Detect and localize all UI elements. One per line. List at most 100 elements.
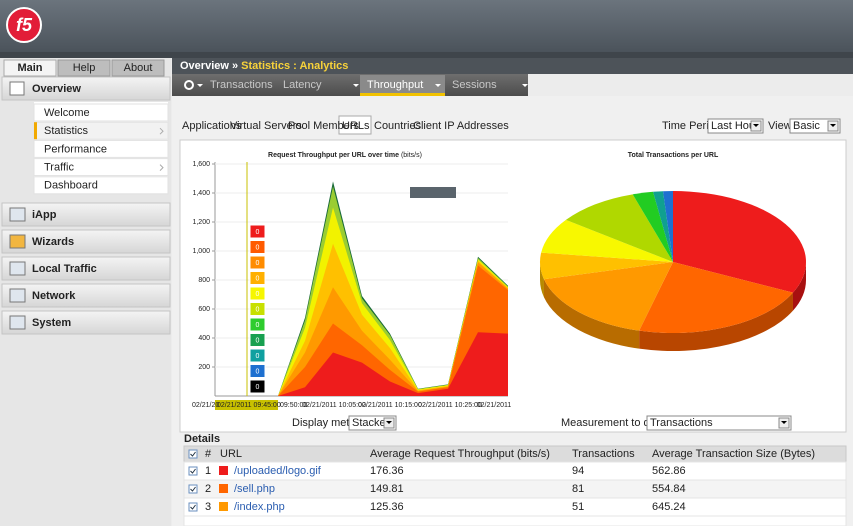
icon [9, 261, 26, 276]
logo[interactable] [6, 7, 42, 43]
y-tick-label: 1,000 [192, 248, 210, 255]
title: Request Throughput per URL over time [268, 152, 399, 159]
x-tick-label: 02/21/2011 10:05:00 [302, 402, 366, 409]
checkbox[interactable] [188, 449, 198, 459]
section[interactable] [1, 310, 171, 335]
cell: 645.24 [652, 501, 686, 513]
tab-label: Help [73, 62, 96, 74]
cell[interactable]: /index.php [234, 501, 285, 513]
y-tick-label: 1,400 [192, 190, 210, 197]
section[interactable] [1, 256, 171, 281]
x-tick-label: 09:50:00 [280, 402, 307, 409]
submenu-item[interactable] [33, 176, 169, 195]
url-swatch [219, 466, 228, 475]
submenu-item[interactable] [33, 139, 169, 158]
chevron [159, 164, 164, 171]
select[interactable] [646, 415, 792, 431]
section[interactable] [1, 202, 171, 227]
table-row [183, 515, 847, 526]
pie-title: Total Transactions per URL [628, 152, 719, 159]
submenu-item[interactable] [33, 158, 169, 177]
check [190, 451, 196, 457]
arrow [522, 84, 528, 87]
y-tick-label: 800 [198, 277, 210, 284]
crumb-sep: » [232, 60, 238, 72]
checkbox[interactable] [188, 502, 198, 512]
tooltip-value: 0 [256, 322, 260, 329]
tooltip-value: 0 [256, 275, 260, 282]
section-label: Wizards [32, 236, 74, 248]
menu-item[interactable]: Sessions [452, 79, 497, 91]
menu-item[interactable]: Transactions [210, 79, 273, 91]
submenu-label: Traffic [44, 162, 74, 174]
check [190, 468, 196, 474]
tab-help[interactable] [57, 59, 111, 77]
pie-slice[interactable] [543, 262, 673, 331]
pie-slice[interactable] [540, 252, 673, 280]
menu-item[interactable]: Latency [283, 79, 322, 91]
tooltip-swatch [249, 317, 266, 332]
cell[interactable]: /uploaded/logo.gif [234, 465, 322, 477]
pie-slice[interactable] [662, 191, 673, 262]
section[interactable] [1, 229, 171, 254]
section-label: System [32, 317, 71, 329]
tooltip-swatch [249, 333, 266, 347]
crumb: Overview [180, 60, 229, 72]
column-header: URL [220, 448, 242, 460]
select-value: Last Hour [711, 120, 759, 132]
arrow [830, 124, 836, 127]
y-tick-label: 1,200 [192, 219, 210, 226]
icon [9, 315, 26, 330]
cell: 554.84 [652, 483, 686, 495]
chart-title: Request Throughput per URL over time (bi… [268, 152, 422, 159]
tab-about[interactable] [111, 59, 165, 77]
tooltip-value: 0 [256, 368, 260, 375]
icon [9, 288, 26, 303]
arrow [386, 421, 392, 424]
tab[interactable]: Client IP Addresses [413, 120, 509, 132]
table-row [183, 479, 847, 499]
select[interactable] [707, 118, 764, 134]
y-tick-label: 1,600 [192, 161, 210, 168]
tab-label: About [124, 62, 153, 74]
overview-section[interactable] [1, 76, 171, 101]
tab[interactable]: Virtual Servers [230, 120, 302, 132]
x-tick-label: 02/21/2011 10:15:00 [358, 402, 422, 409]
cell: 81 [572, 483, 584, 495]
tooltip-swatch [249, 302, 266, 316]
tab[interactable]: Applications [182, 120, 242, 132]
tooltip-value: 0 [256, 353, 260, 360]
section-label: iApp [32, 209, 57, 221]
pie-side [639, 292, 793, 351]
pie-slice[interactable] [673, 191, 806, 293]
menu-item[interactable]: Throughput [367, 79, 423, 91]
submenu-item[interactable] [33, 103, 169, 122]
icon [9, 207, 26, 222]
select-value: Basic [793, 120, 820, 132]
menu-active [360, 75, 445, 93]
pie-slice[interactable] [639, 262, 793, 334]
y-tick-label: 600 [198, 306, 210, 313]
tab[interactable]: Countries [374, 120, 422, 132]
checkbox[interactable] [188, 484, 198, 494]
tooltip-swatch [249, 271, 266, 285]
submenu-label: Performance [44, 143, 107, 155]
pie-slice[interactable] [565, 194, 673, 262]
tooltip-swatch [249, 348, 266, 363]
tab[interactable]: Pool Members [288, 120, 359, 132]
cell[interactable]: /sell.php [234, 483, 275, 495]
pie-slice[interactable] [653, 191, 673, 262]
details-title: Details [184, 433, 220, 445]
tab[interactable]: URLs [342, 120, 370, 132]
section[interactable] [1, 283, 171, 308]
cell: 94 [572, 465, 584, 477]
gear-icon[interactable] [184, 80, 194, 90]
tooltip-swatch [249, 364, 266, 378]
pie-slice[interactable] [632, 191, 673, 262]
checkbox[interactable] [188, 466, 198, 476]
x-tick-label: 02/21/2011 09:45:00 [217, 402, 281, 409]
pie-slice[interactable] [541, 219, 673, 262]
tab-main[interactable] [3, 59, 57, 77]
logo-text: f5 [16, 15, 33, 35]
submenu-label: Statistics [44, 125, 89, 137]
